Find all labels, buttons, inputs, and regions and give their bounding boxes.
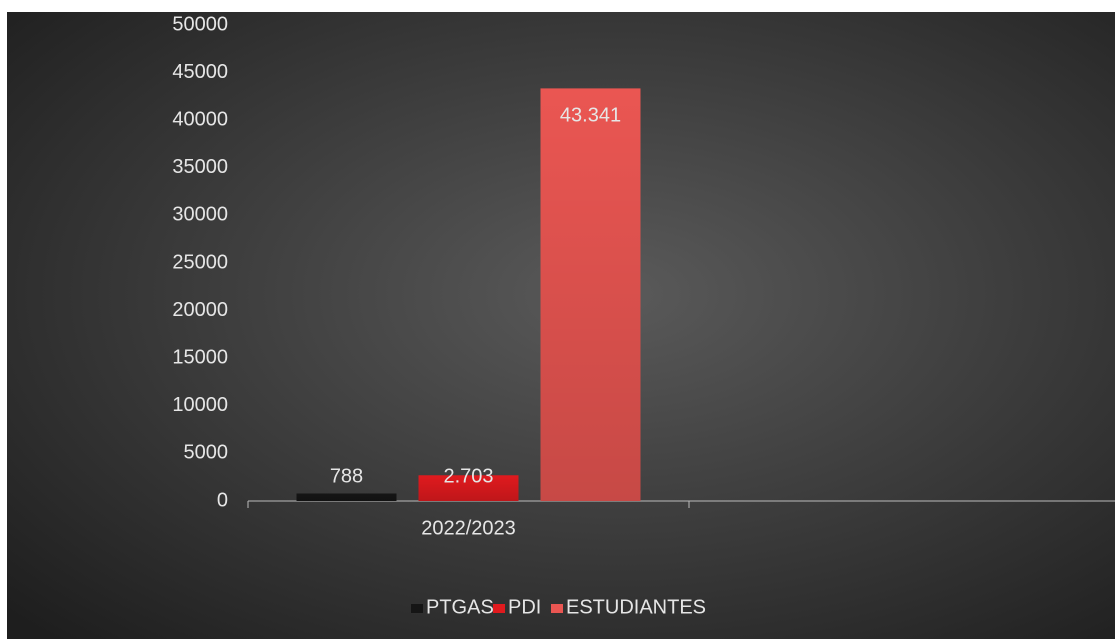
legend-label: PTGAS [426, 596, 494, 618]
y-tick-label: 15000 [172, 346, 228, 368]
y-tick-label: 10000 [172, 394, 228, 416]
legend-swatch [551, 604, 563, 613]
bar-shade [540, 88, 641, 501]
data-label: 2.703 [443, 465, 493, 487]
legend-swatch [411, 604, 423, 613]
y-tick-label: 0 [217, 489, 228, 511]
bar-shade [418, 475, 519, 501]
y-tick-label: 5000 [184, 442, 229, 464]
x-tick-label: 2022/2023 [421, 517, 516, 539]
y-tick-label: 40000 [172, 108, 228, 130]
y-tick-label: 35000 [172, 156, 228, 178]
y-tick-label: 50000 [172, 13, 228, 35]
data-label: 43.341 [560, 105, 621, 127]
data-label: 788 [330, 465, 363, 487]
legend-label: PDI [508, 596, 541, 618]
y-tick-label: 25000 [172, 251, 228, 273]
y-tick-label: 45000 [172, 61, 228, 83]
y-tick-label: 30000 [172, 204, 228, 226]
legend-label: ESTUDIANTES [566, 596, 706, 618]
y-tick-label: 20000 [172, 299, 228, 321]
legend-swatch [493, 604, 505, 613]
bar-shade [296, 493, 397, 501]
